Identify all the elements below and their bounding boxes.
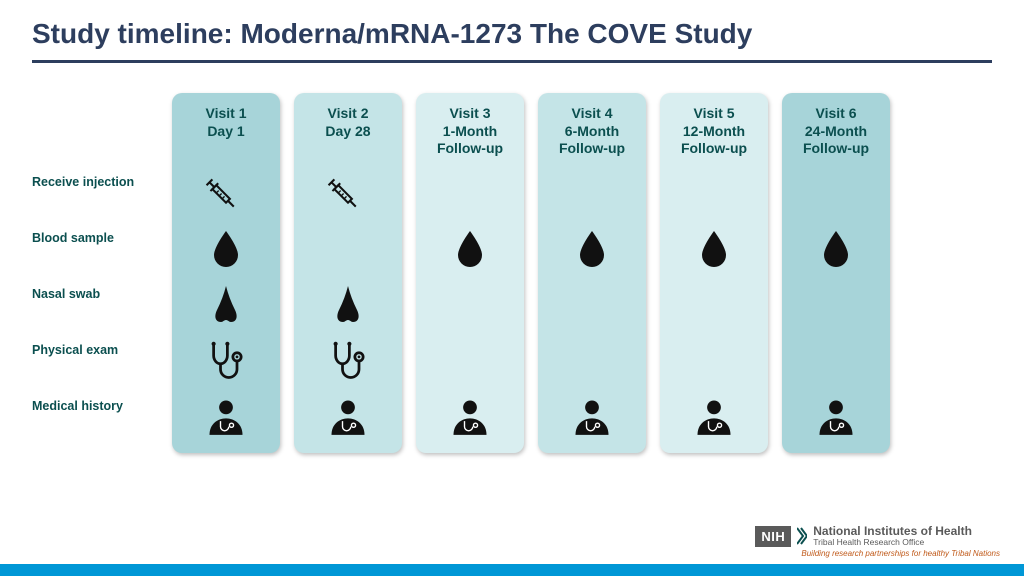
visit-header: Visit 46-MonthFollow-up — [559, 105, 625, 165]
visit-columns: Visit 1Day 1 Visit 2Day 28 — [172, 93, 890, 453]
nose-icon — [331, 284, 365, 326]
visit-header: Visit 31-MonthFollow-up — [437, 105, 503, 165]
doctor-icon — [326, 397, 370, 437]
visit-header: Visit 512-MonthFollow-up — [681, 105, 747, 165]
content: Receive injectionBlood sampleNasal swabP… — [0, 93, 1024, 453]
icon-cell — [331, 277, 365, 333]
doctor-icon — [204, 397, 248, 437]
row-label: Blood sample — [32, 221, 172, 277]
page-title: Study timeline: Moderna/mRNA-1273 The CO… — [0, 0, 1024, 60]
logo-tagline: Building research partnerships for healt… — [801, 549, 1000, 558]
icon-cell — [210, 221, 242, 277]
icon-cell — [576, 221, 608, 277]
row-labels: Receive injectionBlood sampleNasal swabP… — [32, 93, 172, 453]
icon-cell — [204, 165, 248, 221]
row-label: Nasal swab — [32, 277, 172, 333]
stethoscope-icon — [204, 339, 248, 383]
visit-column: Visit 1Day 1 — [172, 93, 280, 453]
drop-icon — [576, 229, 608, 269]
icon-cell — [570, 389, 614, 445]
visit-column: Visit 624-MonthFollow-up — [782, 93, 890, 453]
visit-header: Visit 2Day 28 — [325, 105, 370, 165]
nih-logo: NIH National Institutes of Health Tribal… — [755, 525, 1000, 558]
icon-cell — [454, 221, 486, 277]
doctor-icon — [448, 397, 492, 437]
visit-column: Visit 512-MonthFollow-up — [660, 93, 768, 453]
icon-cell — [692, 389, 736, 445]
chevron-icon — [797, 526, 807, 546]
icon-cell — [448, 389, 492, 445]
drop-icon — [820, 229, 852, 269]
visit-column: Visit 31-MonthFollow-up — [416, 93, 524, 453]
drop-icon — [454, 229, 486, 269]
nih-badge: NIH — [755, 526, 791, 547]
doctor-icon — [570, 397, 614, 437]
doctor-icon — [692, 397, 736, 437]
syringe-icon — [326, 171, 370, 215]
visit-column: Visit 46-MonthFollow-up — [538, 93, 646, 453]
row-label: Physical exam — [32, 333, 172, 389]
nose-icon — [209, 284, 243, 326]
icon-cell — [814, 389, 858, 445]
drop-icon — [698, 229, 730, 269]
visit-header: Visit 624-MonthFollow-up — [803, 105, 869, 165]
logo-main: National Institutes of Health — [813, 525, 972, 537]
icon-cell — [204, 389, 248, 445]
footer-bar — [0, 564, 1024, 576]
icon-cell — [326, 333, 370, 389]
icon-cell — [209, 277, 243, 333]
icon-cell — [820, 221, 852, 277]
icon-cell — [326, 165, 370, 221]
icon-cell — [204, 333, 248, 389]
visit-column: Visit 2Day 28 — [294, 93, 402, 453]
row-label: Receive injection — [32, 165, 172, 221]
icon-cell — [698, 221, 730, 277]
row-label: Medical history — [32, 389, 172, 445]
stethoscope-icon — [326, 339, 370, 383]
logo-sub: Tribal Health Research Office — [813, 537, 972, 547]
drop-icon — [210, 229, 242, 269]
syringe-icon — [204, 171, 248, 215]
visit-header: Visit 1Day 1 — [206, 105, 247, 165]
doctor-icon — [814, 397, 858, 437]
title-rule — [32, 60, 992, 63]
icon-cell — [326, 389, 370, 445]
